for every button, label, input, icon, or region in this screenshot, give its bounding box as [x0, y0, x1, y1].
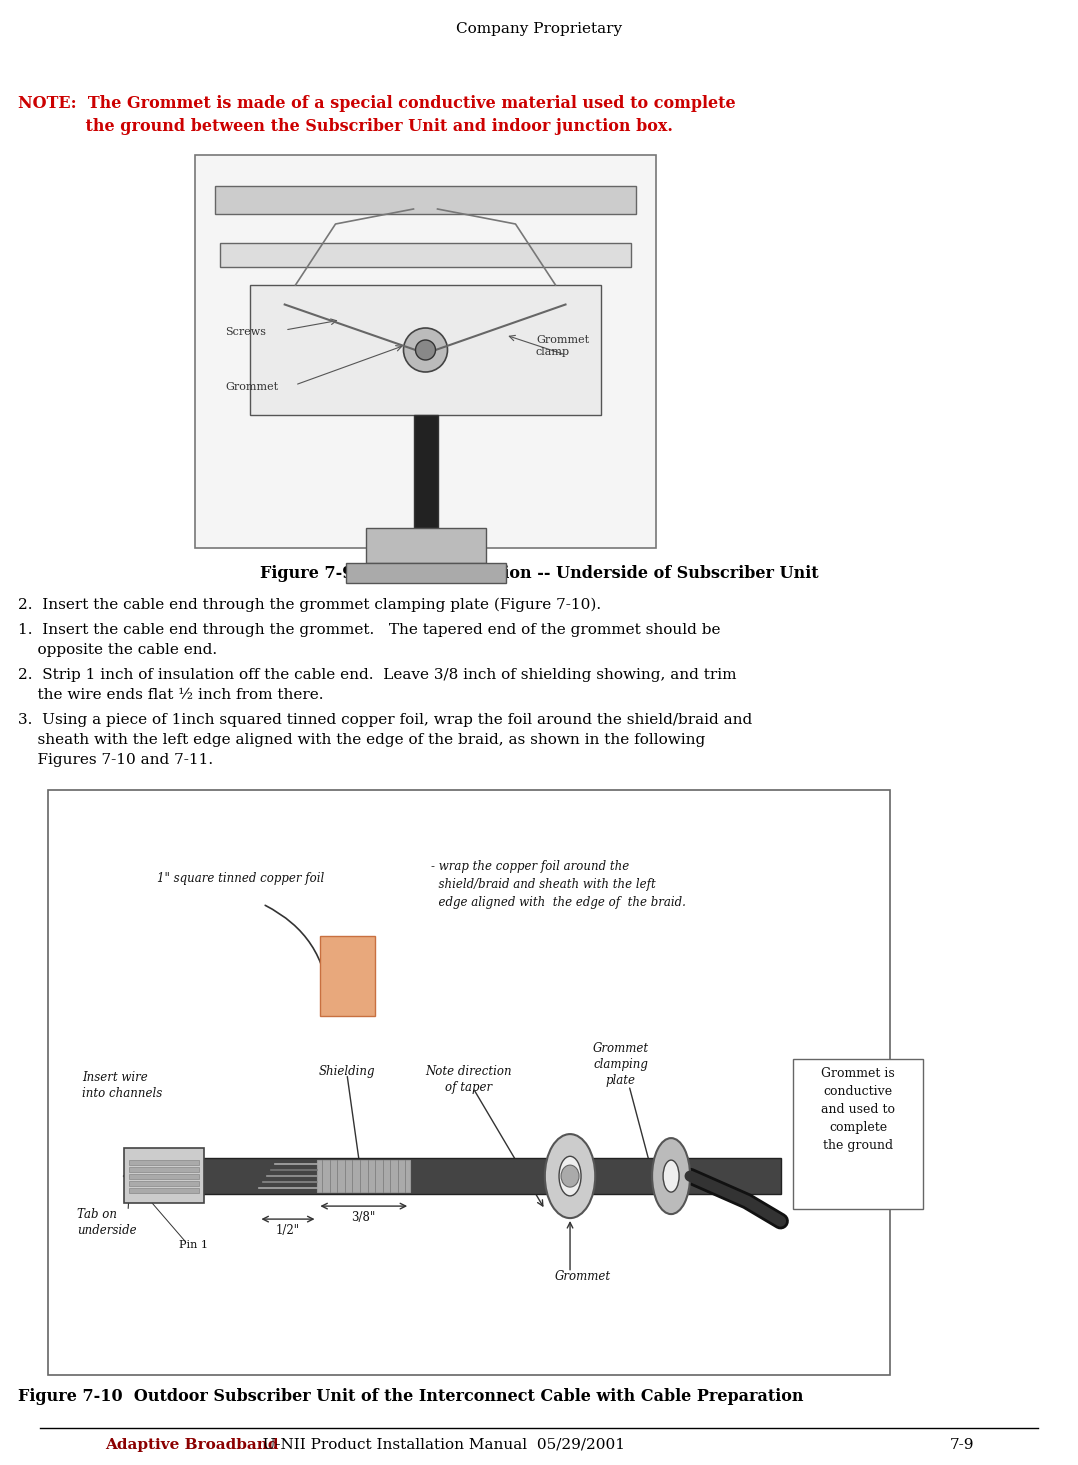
Text: Grommet: Grommet — [555, 1270, 611, 1283]
Bar — [128, 1181, 198, 1187]
Text: the ground between the Subscriber Unit and indoor junction box.: the ground between the Subscriber Unit a… — [18, 119, 673, 135]
Text: Figures 7-10 and 7-11.: Figures 7-10 and 7-11. — [18, 753, 213, 768]
Bar — [414, 415, 438, 527]
Text: Note direction
of taper: Note direction of taper — [426, 1065, 512, 1094]
Text: the wire ends flat ½ inch from there.: the wire ends flat ½ inch from there. — [18, 689, 323, 702]
Text: 3/8": 3/8" — [351, 1212, 376, 1225]
Text: Shielding: Shielding — [319, 1065, 375, 1078]
Text: 1/2": 1/2" — [276, 1225, 300, 1236]
Text: 2.  Insert the cable end through the grommet clamping plate (Figure 7-10).: 2. Insert the cable end through the grom… — [18, 598, 602, 612]
Text: 1" square tinned copper foil: 1" square tinned copper foil — [157, 872, 324, 885]
Text: Insert wire
into channels: Insert wire into channels — [82, 1071, 162, 1100]
Bar — [128, 1160, 198, 1165]
Bar — [220, 243, 631, 267]
Text: 7-9: 7-9 — [950, 1439, 975, 1452]
Bar — [157, 1159, 780, 1194]
Bar — [128, 1188, 198, 1193]
Ellipse shape — [559, 1156, 581, 1195]
Text: - wrap the copper foil around the
  shield/braid and sheath with the left
  edge: - wrap the copper foil around the shield… — [431, 860, 686, 910]
Text: Company Proprietary: Company Proprietary — [456, 22, 622, 37]
Text: Tab on
underside: Tab on underside — [78, 1209, 137, 1238]
Bar — [320, 936, 375, 1017]
Text: Grommet
clamping
plate: Grommet clamping plate — [593, 1042, 649, 1087]
Text: Pin 1: Pin 1 — [179, 1241, 207, 1251]
Text: Grommet is
conductive
and used to
complete
the ground: Grommet is conductive and used to comple… — [821, 1067, 895, 1151]
Text: Grommet: Grommet — [225, 382, 278, 393]
Text: 3.  Using a piece of 1inch squared tinned copper foil, wrap the foil around the : 3. Using a piece of 1inch squared tinned… — [18, 713, 752, 727]
Text: Figure 7-10  Outdoor Subscriber Unit of the Interconnect Cable with Cable Prepar: Figure 7-10 Outdoor Subscriber Unit of t… — [18, 1387, 803, 1405]
Text: NOTE:  The Grommet is made of a special conductive material used to complete: NOTE: The Grommet is made of a special c… — [18, 95, 735, 111]
Bar — [365, 527, 485, 563]
Text: 2.  Strip 1 inch of insulation off the cable end.  Leave 3/8 inch of shielding s: 2. Strip 1 inch of insulation off the ca… — [18, 668, 736, 683]
Bar — [128, 1173, 198, 1179]
Bar — [49, 790, 890, 1376]
Text: U-NII Product Installation Manual  05/29/2001: U-NII Product Installation Manual 05/29/… — [253, 1439, 625, 1452]
Bar — [317, 1160, 410, 1193]
Bar — [128, 1168, 198, 1172]
Bar — [215, 186, 636, 214]
Ellipse shape — [561, 1165, 579, 1187]
Text: Grommet
clamp: Grommet clamp — [536, 335, 589, 357]
Text: Figure 7-9  Grommet Location -- Underside of Subscriber Unit: Figure 7-9 Grommet Location -- Underside… — [260, 565, 818, 582]
Ellipse shape — [652, 1138, 690, 1214]
Text: Screws: Screws — [225, 327, 266, 337]
Circle shape — [403, 328, 447, 372]
Bar — [250, 286, 602, 415]
Text: opposite the cable end.: opposite the cable end. — [18, 643, 217, 656]
Bar — [195, 155, 657, 548]
Text: 1.  Insert the cable end through the grommet.   The tapered end of the grommet s: 1. Insert the cable end through the grom… — [18, 623, 720, 637]
Text: sheath with the left edge aligned with the edge of the braid, as shown in the fo: sheath with the left edge aligned with t… — [18, 732, 705, 747]
Bar — [793, 1059, 923, 1209]
Circle shape — [415, 340, 436, 360]
Bar — [346, 563, 506, 583]
Ellipse shape — [663, 1160, 679, 1193]
Ellipse shape — [544, 1134, 595, 1217]
Text: Adaptive Broadband: Adaptive Broadband — [105, 1439, 278, 1452]
Bar — [124, 1149, 204, 1203]
